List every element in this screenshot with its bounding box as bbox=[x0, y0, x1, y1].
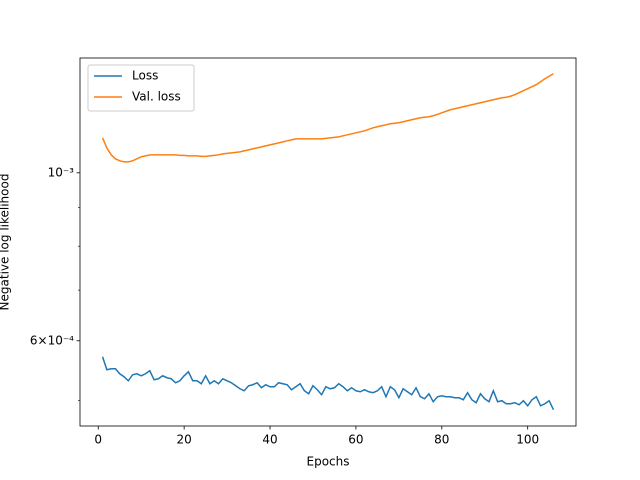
line-series bbox=[101, 73, 554, 163]
axes-frame bbox=[79, 57, 577, 427]
x-tick-label: 0 bbox=[94, 433, 102, 447]
x-tick-label: 80 bbox=[434, 433, 449, 447]
y-tick-label: 10⁻³ bbox=[48, 165, 75, 179]
y-tick-label: 6×10⁻⁴ bbox=[30, 333, 74, 347]
x-tick-label: 20 bbox=[176, 433, 191, 447]
y-axis-label: Negative log likelihood bbox=[0, 174, 12, 311]
x-tick-label: 60 bbox=[348, 433, 363, 447]
line-series bbox=[101, 356, 555, 411]
x-tick-label: 100 bbox=[516, 433, 539, 447]
x-axis-label: Epochs bbox=[307, 455, 350, 469]
legend-label: Loss bbox=[132, 69, 158, 83]
legend-label: Val. loss bbox=[132, 90, 181, 104]
x-tick-label: 40 bbox=[262, 433, 277, 447]
